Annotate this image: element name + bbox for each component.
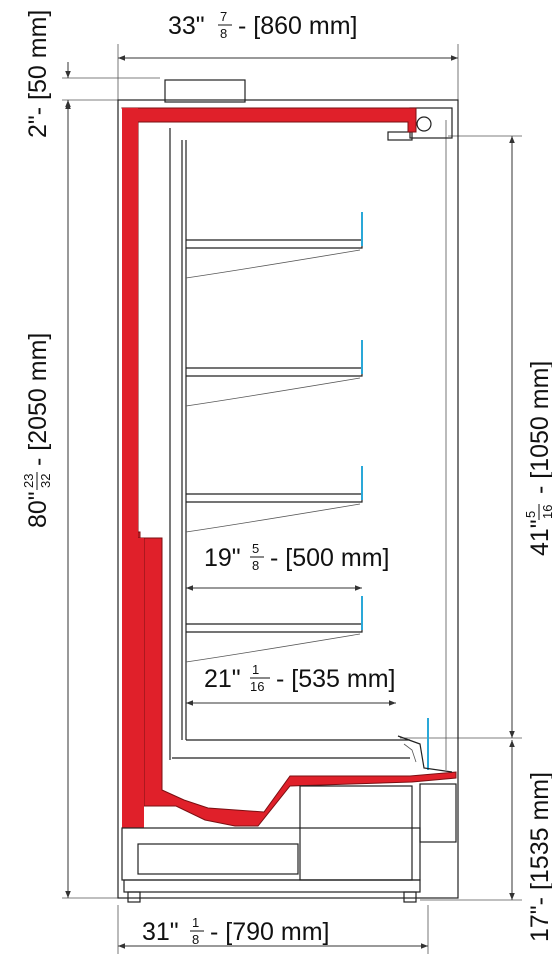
shelf-4	[185, 596, 363, 663]
dim-upper-height: 41" 5 16 - [1050 mm]	[523, 361, 552, 556]
dim-upper-height-num: 5	[523, 511, 538, 518]
dim-total-height-den: 32	[38, 474, 53, 488]
dim-top-width-num: 7	[220, 9, 227, 24]
dim-top-width-metric: - [860 mm]	[238, 12, 357, 40]
insulation-lower-wall	[122, 538, 144, 828]
dim-top-width-whole: 33"	[168, 12, 205, 40]
dimension-lines	[62, 44, 522, 954]
dim-total-height: 80" 23 32 - [2050 mm]	[21, 333, 53, 528]
shelf-3	[185, 466, 363, 533]
dim-upper-height-whole: 41"	[526, 519, 552, 556]
dim-total-height-metric: - [2050 mm]	[24, 333, 52, 466]
cabinet-outline	[117, 79, 459, 899]
dim-base-width-whole: 31"	[142, 918, 179, 946]
dim-deck-depth: 21" 1 16 - [535 mm]	[204, 662, 395, 694]
dim-shelf-depth-num: 5	[252, 541, 259, 556]
dim-base-width-num: 1	[192, 915, 199, 930]
dim-total-height-whole: 80"	[24, 491, 52, 528]
deck-front	[397, 718, 453, 773]
cabinet-base	[121, 739, 457, 903]
shelves	[185, 212, 453, 773]
dim-base-width: 31" 1 8 - [790 mm]	[142, 915, 329, 947]
dim-top-width: 33" 7 8 - [860 mm]	[168, 9, 357, 41]
dim-upper-height-metric: - [1050 mm]	[526, 361, 552, 494]
dim-shelf-depth-den: 8	[252, 558, 259, 573]
dim-deck-depth-num: 1	[252, 662, 259, 677]
dim-deck-depth-den: 16	[250, 679, 264, 694]
dim-shelf-depth-whole: 19"	[204, 544, 241, 572]
shelf-2	[185, 340, 363, 407]
shelf-1	[185, 212, 363, 279]
dim-deck-depth-whole: 21"	[204, 665, 241, 693]
dim-shelf-depth-metric: - [500 mm]	[270, 544, 389, 572]
insulation-shape	[121, 107, 457, 827]
dim-deck-depth-metric: - [535 mm]	[276, 665, 395, 693]
dim-total-height-num: 23	[21, 474, 36, 488]
dim-top-gap: 2"- [50 mm]	[24, 10, 52, 138]
dim-base-width-den: 8	[192, 932, 199, 947]
dim-base-width-metric: - [790 mm]	[210, 918, 329, 946]
dim-lower-height: 17"- [1535 mm]	[526, 772, 552, 942]
dim-top-width-den: 8	[220, 26, 227, 41]
dim-shelf-depth: 19" 5 8 - [500 mm]	[204, 541, 389, 573]
dim-upper-height-den: 16	[540, 505, 552, 519]
